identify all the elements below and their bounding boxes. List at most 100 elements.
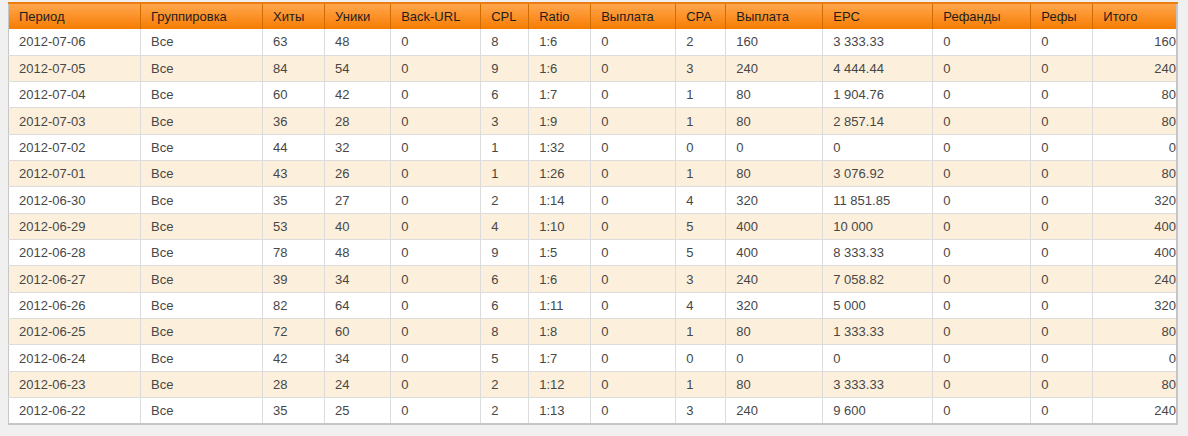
table-row: 2012-06-22Все3525021:13032409 60000240 bbox=[9, 398, 1178, 424]
cell-refunds: 0 bbox=[933, 266, 1031, 292]
cell-total: 240 bbox=[1093, 55, 1177, 81]
cell-payout_cpa: 320 bbox=[726, 187, 823, 213]
cell-epc: 10 000 bbox=[823, 213, 933, 239]
cell-grouping: Все bbox=[141, 266, 263, 292]
cell-epc: 3 333.33 bbox=[823, 371, 933, 397]
cell-payout_cpa: 80 bbox=[726, 82, 823, 108]
column-header-refs: Рефы bbox=[1031, 3, 1093, 29]
table-row: 2012-06-29Все5340041:100540010 00000400 bbox=[9, 213, 1178, 239]
cell-period: 2012-06-25 bbox=[9, 319, 141, 345]
cell-grouping: Все bbox=[141, 161, 263, 187]
cell-payout_cpa: 320 bbox=[726, 292, 823, 318]
cell-cpa: 4 bbox=[676, 187, 726, 213]
table-row: 2012-07-03Все3628031:901802 857.140080 bbox=[9, 108, 1178, 134]
table-row: 2012-06-23Все2824021:1201803 333.330080 bbox=[9, 371, 1178, 397]
cell-hits: 35 bbox=[263, 187, 325, 213]
cell-payout_cpl: 0 bbox=[591, 55, 676, 81]
cell-grouping: Все bbox=[141, 345, 263, 371]
cell-grouping: Все bbox=[141, 29, 263, 55]
cell-hits: 60 bbox=[263, 82, 325, 108]
cell-back_url: 0 bbox=[391, 213, 481, 239]
cell-cpa: 0 bbox=[676, 345, 726, 371]
cell-ratio: 1:6 bbox=[529, 29, 591, 55]
cell-refs: 0 bbox=[1031, 134, 1093, 160]
cell-total: 0 bbox=[1093, 134, 1177, 160]
column-header-epc: EPC bbox=[823, 3, 933, 29]
stats-table-container: ПериодГруппировкаХитыУникиBack-URLCPLRat… bbox=[8, 2, 1178, 425]
cell-cpl: 6 bbox=[481, 82, 529, 108]
cell-epc: 2 857.14 bbox=[823, 108, 933, 134]
cell-cpa: 3 bbox=[676, 398, 726, 424]
cell-cpa: 0 bbox=[676, 134, 726, 160]
cell-refs: 0 bbox=[1031, 213, 1093, 239]
column-header-payout_cpa: Выплата bbox=[726, 3, 823, 29]
cell-ratio: 1:13 bbox=[529, 398, 591, 424]
cell-refunds: 0 bbox=[933, 345, 1031, 371]
column-header-total: Итого bbox=[1093, 3, 1177, 29]
cell-grouping: Все bbox=[141, 240, 263, 266]
cell-cpl: 1 bbox=[481, 161, 529, 187]
cell-refs: 0 bbox=[1031, 398, 1093, 424]
cell-epc: 4 444.44 bbox=[823, 55, 933, 81]
cell-refunds: 0 bbox=[933, 55, 1031, 81]
cell-epc: 0 bbox=[823, 134, 933, 160]
cell-period: 2012-06-28 bbox=[9, 240, 141, 266]
cell-grouping: Все bbox=[141, 319, 263, 345]
cell-back_url: 0 bbox=[391, 55, 481, 81]
cell-cpl: 1 bbox=[481, 134, 529, 160]
column-header-back_url: Back-URL bbox=[391, 3, 481, 29]
cell-ratio: 1:6 bbox=[529, 55, 591, 81]
cell-refunds: 0 bbox=[933, 161, 1031, 187]
cell-total: 240 bbox=[1093, 398, 1177, 424]
cell-refunds: 0 bbox=[933, 240, 1031, 266]
cell-total: 320 bbox=[1093, 292, 1177, 318]
cell-grouping: Все bbox=[141, 134, 263, 160]
cell-back_url: 0 bbox=[391, 134, 481, 160]
cell-payout_cpa: 400 bbox=[726, 213, 823, 239]
cell-refunds: 0 bbox=[933, 29, 1031, 55]
cell-refunds: 0 bbox=[933, 108, 1031, 134]
cell-total: 320 bbox=[1093, 187, 1177, 213]
cell-payout_cpl: 0 bbox=[591, 134, 676, 160]
cell-total: 160 bbox=[1093, 29, 1177, 55]
cell-period: 2012-06-23 bbox=[9, 371, 141, 397]
cell-epc: 9 600 bbox=[823, 398, 933, 424]
cell-refs: 0 bbox=[1031, 292, 1093, 318]
cell-uniques: 64 bbox=[325, 292, 391, 318]
cell-grouping: Все bbox=[141, 187, 263, 213]
table-row: 2012-07-06Все6348081:6021603 333.3300160 bbox=[9, 29, 1178, 55]
cell-cpl: 4 bbox=[481, 213, 529, 239]
table-header-row: ПериодГруппировкаХитыУникиBack-URLCPLRat… bbox=[9, 3, 1178, 29]
cell-back_url: 0 bbox=[391, 345, 481, 371]
cell-hits: 42 bbox=[263, 345, 325, 371]
cell-cpl: 9 bbox=[481, 55, 529, 81]
cell-uniques: 42 bbox=[325, 82, 391, 108]
cell-refunds: 0 bbox=[933, 292, 1031, 318]
column-header-payout_cpl: Выплата bbox=[591, 3, 676, 29]
cell-refs: 0 bbox=[1031, 82, 1093, 108]
cell-payout_cpa: 240 bbox=[726, 266, 823, 292]
cell-payout_cpl: 0 bbox=[591, 108, 676, 134]
cell-uniques: 28 bbox=[325, 108, 391, 134]
cell-cpa: 1 bbox=[676, 319, 726, 345]
cell-period: 2012-06-26 bbox=[9, 292, 141, 318]
cell-epc: 8 333.33 bbox=[823, 240, 933, 266]
cell-period: 2012-06-29 bbox=[9, 213, 141, 239]
cell-cpl: 6 bbox=[481, 292, 529, 318]
cell-hits: 53 bbox=[263, 213, 325, 239]
cell-hits: 36 bbox=[263, 108, 325, 134]
cell-ratio: 1:10 bbox=[529, 213, 591, 239]
cell-refs: 0 bbox=[1031, 319, 1093, 345]
cell-payout_cpl: 0 bbox=[591, 213, 676, 239]
cell-period: 2012-06-30 bbox=[9, 187, 141, 213]
cell-cpa: 1 bbox=[676, 371, 726, 397]
cell-uniques: 27 bbox=[325, 187, 391, 213]
cell-back_url: 0 bbox=[391, 240, 481, 266]
table-row: 2012-06-25Все7260081:801801 333.330080 bbox=[9, 319, 1178, 345]
column-header-grouping: Группировка bbox=[141, 3, 263, 29]
cell-refunds: 0 bbox=[933, 187, 1031, 213]
cell-uniques: 24 bbox=[325, 371, 391, 397]
cell-payout_cpa: 80 bbox=[726, 371, 823, 397]
cell-payout_cpa: 80 bbox=[726, 108, 823, 134]
cell-cpa: 3 bbox=[676, 55, 726, 81]
